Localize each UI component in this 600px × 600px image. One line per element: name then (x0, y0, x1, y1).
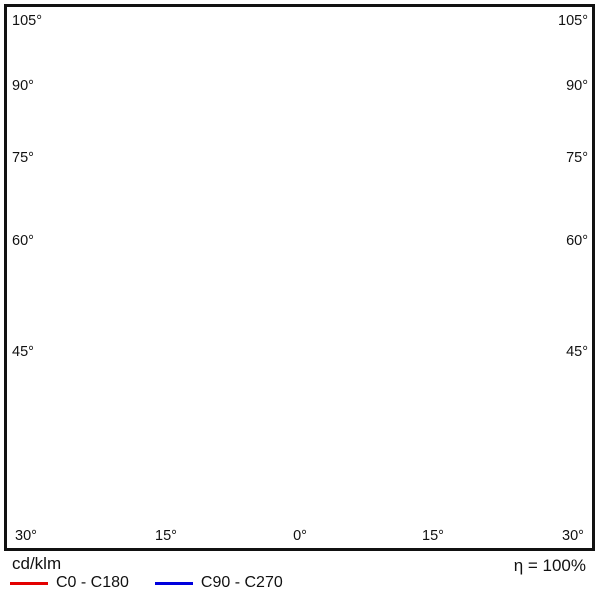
angle-label-left: 105° (12, 13, 42, 29)
angle-label-bottom: 0° (293, 528, 307, 544)
angle-label-right: 105° (558, 13, 588, 29)
angle-label-right: 90° (566, 78, 588, 94)
efficiency-value: η = 100% (513, 556, 586, 575)
angle-label-left: 60° (12, 233, 34, 249)
angle-labels: 105° 90° 75° 60° 45° 105° 90° 75° 60° 45° 30° 15° 0°… (12, 13, 588, 544)
plot-border (4, 4, 595, 551)
angle-label-left: 45° (12, 344, 34, 360)
angle-label-bottom: 30° (562, 528, 584, 544)
angle-label-left: 75° (12, 150, 34, 166)
angle-label-right: 60° (566, 233, 588, 249)
c0-c180-legend-label: C0 - C180 (56, 574, 129, 591)
angle-label-bottom: 30° (15, 528, 37, 544)
angle-label-left: 90° (12, 78, 34, 94)
angle-label-bottom: 15° (155, 528, 177, 544)
c90-c270-line-swatch (154, 581, 193, 585)
unit-label: cd/klm (12, 554, 62, 573)
c90-c270-legend-label: C90 - C270 (200, 574, 283, 591)
angle-label-right: 75° (566, 150, 588, 166)
angle-label-bottom: 15° (422, 528, 444, 544)
angle-label-right: 45° (566, 344, 588, 360)
legend: C0 - C180 C90 - C270 (10, 574, 309, 592)
c0-c180-line-swatch (10, 581, 48, 585)
